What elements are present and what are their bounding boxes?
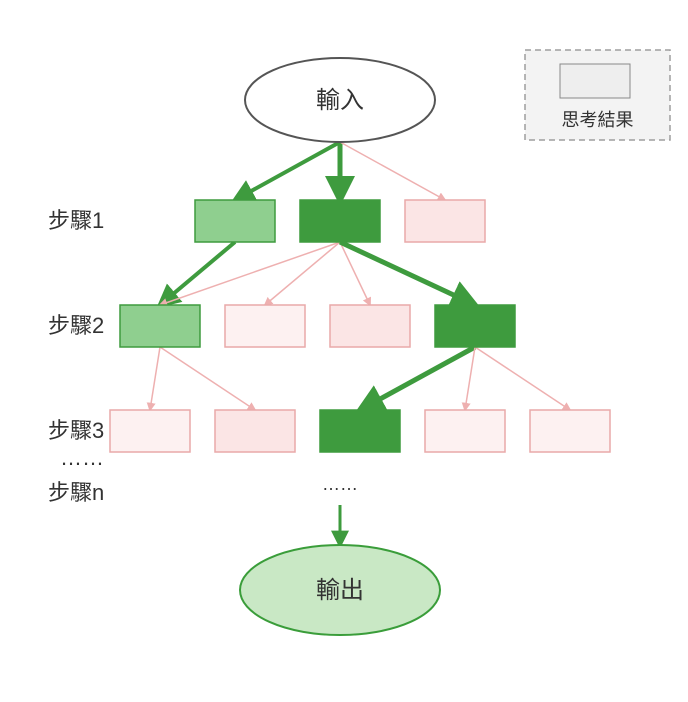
edge — [235, 142, 340, 200]
edge — [160, 242, 340, 305]
node-s1a — [195, 200, 275, 242]
edge — [475, 347, 570, 410]
edge — [150, 347, 160, 410]
edge — [265, 242, 340, 305]
legend-swatch — [560, 64, 630, 98]
node-s3d — [425, 410, 505, 452]
node-s2c — [330, 305, 410, 347]
node-s2b — [225, 305, 305, 347]
edge — [160, 242, 235, 305]
node-s2d — [435, 305, 515, 347]
edge — [160, 347, 255, 410]
node-s3e — [530, 410, 610, 452]
output-label: 輸出 — [316, 577, 364, 604]
node-s3a — [110, 410, 190, 452]
step-label: 步驟3 — [48, 418, 104, 443]
node-s3c — [320, 410, 400, 452]
step-label: 步驟1 — [48, 208, 104, 233]
tree-diagram: 輸入輸出步驟1步驟2步驟3……步驟n……思考結果 — [0, 0, 688, 702]
node-s2a — [120, 305, 200, 347]
edge — [340, 142, 445, 200]
legend-label: 思考結果 — [562, 110, 634, 130]
edge — [360, 347, 475, 410]
node-s3b — [215, 410, 295, 452]
step-label: 步驟n — [48, 480, 104, 505]
node-s1b — [300, 200, 380, 242]
edge — [340, 242, 475, 305]
edge — [465, 347, 475, 410]
step-label: 步驟2 — [48, 313, 104, 338]
step-label: …… — [60, 445, 104, 470]
center-ellipsis: …… — [322, 474, 358, 494]
input-label: 輸入 — [316, 87, 364, 114]
node-s1c — [405, 200, 485, 242]
